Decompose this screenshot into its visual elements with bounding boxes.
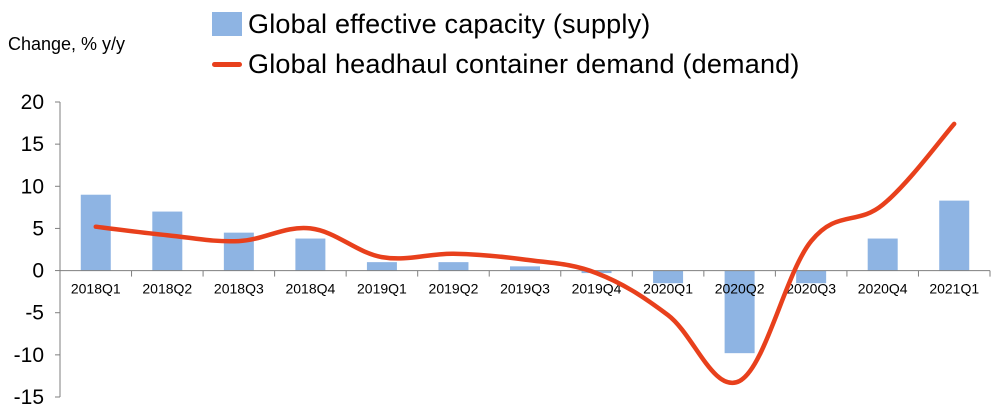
x-tick-label: 2019Q2 (429, 281, 479, 297)
x-tick-label: 2020Q2 (715, 281, 765, 297)
bar-2019Q2 (438, 262, 469, 271)
x-tick-label: 2019Q1 (357, 281, 407, 297)
y-tick-label: -15 (14, 386, 44, 409)
bar-2018Q2 (152, 211, 183, 271)
bar-2019Q1 (366, 262, 397, 271)
legend-item-demand: Global headhaul container demand (demand… (212, 44, 800, 84)
y-axis-unit-label: Change, % y/y (8, 34, 126, 54)
y-tick-label: -5 (25, 302, 44, 325)
x-tick-label: 2019Q3 (500, 281, 550, 297)
legend-item-supply: Global effective capacity (supply) (212, 4, 800, 44)
legend-label-supply: Global effective capacity (supply) (248, 8, 651, 39)
bar-2019Q3 (510, 266, 540, 271)
bar-2021Q1 (939, 200, 970, 271)
x-tick-label: 2018Q2 (142, 281, 192, 297)
bar-2020Q2 (724, 270, 755, 354)
bar-2018Q4 (295, 238, 326, 271)
legend-swatch-supply (212, 12, 242, 36)
x-tick-label: 2018Q1 (71, 281, 121, 297)
x-tick-label: 2020Q1 (643, 281, 693, 297)
bar-2020Q1 (653, 270, 684, 284)
x-tick-label: 2018Q3 (214, 281, 264, 297)
y-tick-label: 5 (32, 217, 44, 240)
bar-2020Q3 (796, 270, 827, 284)
y-tick-label: 20 (21, 91, 44, 114)
demand-line (93, 121, 957, 386)
x-tick-label: 2020Q4 (858, 281, 908, 297)
chart-legend: Global effective capacity (supply) Globa… (212, 4, 800, 84)
legend-swatch-demand (212, 61, 242, 67)
y-tick-label: 10 (21, 175, 44, 198)
y-tick-label: 15 (21, 133, 44, 156)
y-tick-label: 0 (32, 260, 44, 283)
x-tick-label: 2021Q1 (929, 281, 979, 297)
x-tick-label: 2018Q4 (285, 281, 335, 297)
bar-2018Q1 (80, 194, 111, 271)
x-tick-label: 2019Q4 (572, 281, 622, 297)
bar-2020Q4 (867, 238, 898, 271)
legend-label-demand: Global headhaul container demand (demand… (248, 48, 800, 79)
y-tick-label: -10 (14, 344, 44, 367)
x-tick-label: 2020Q3 (786, 281, 836, 297)
